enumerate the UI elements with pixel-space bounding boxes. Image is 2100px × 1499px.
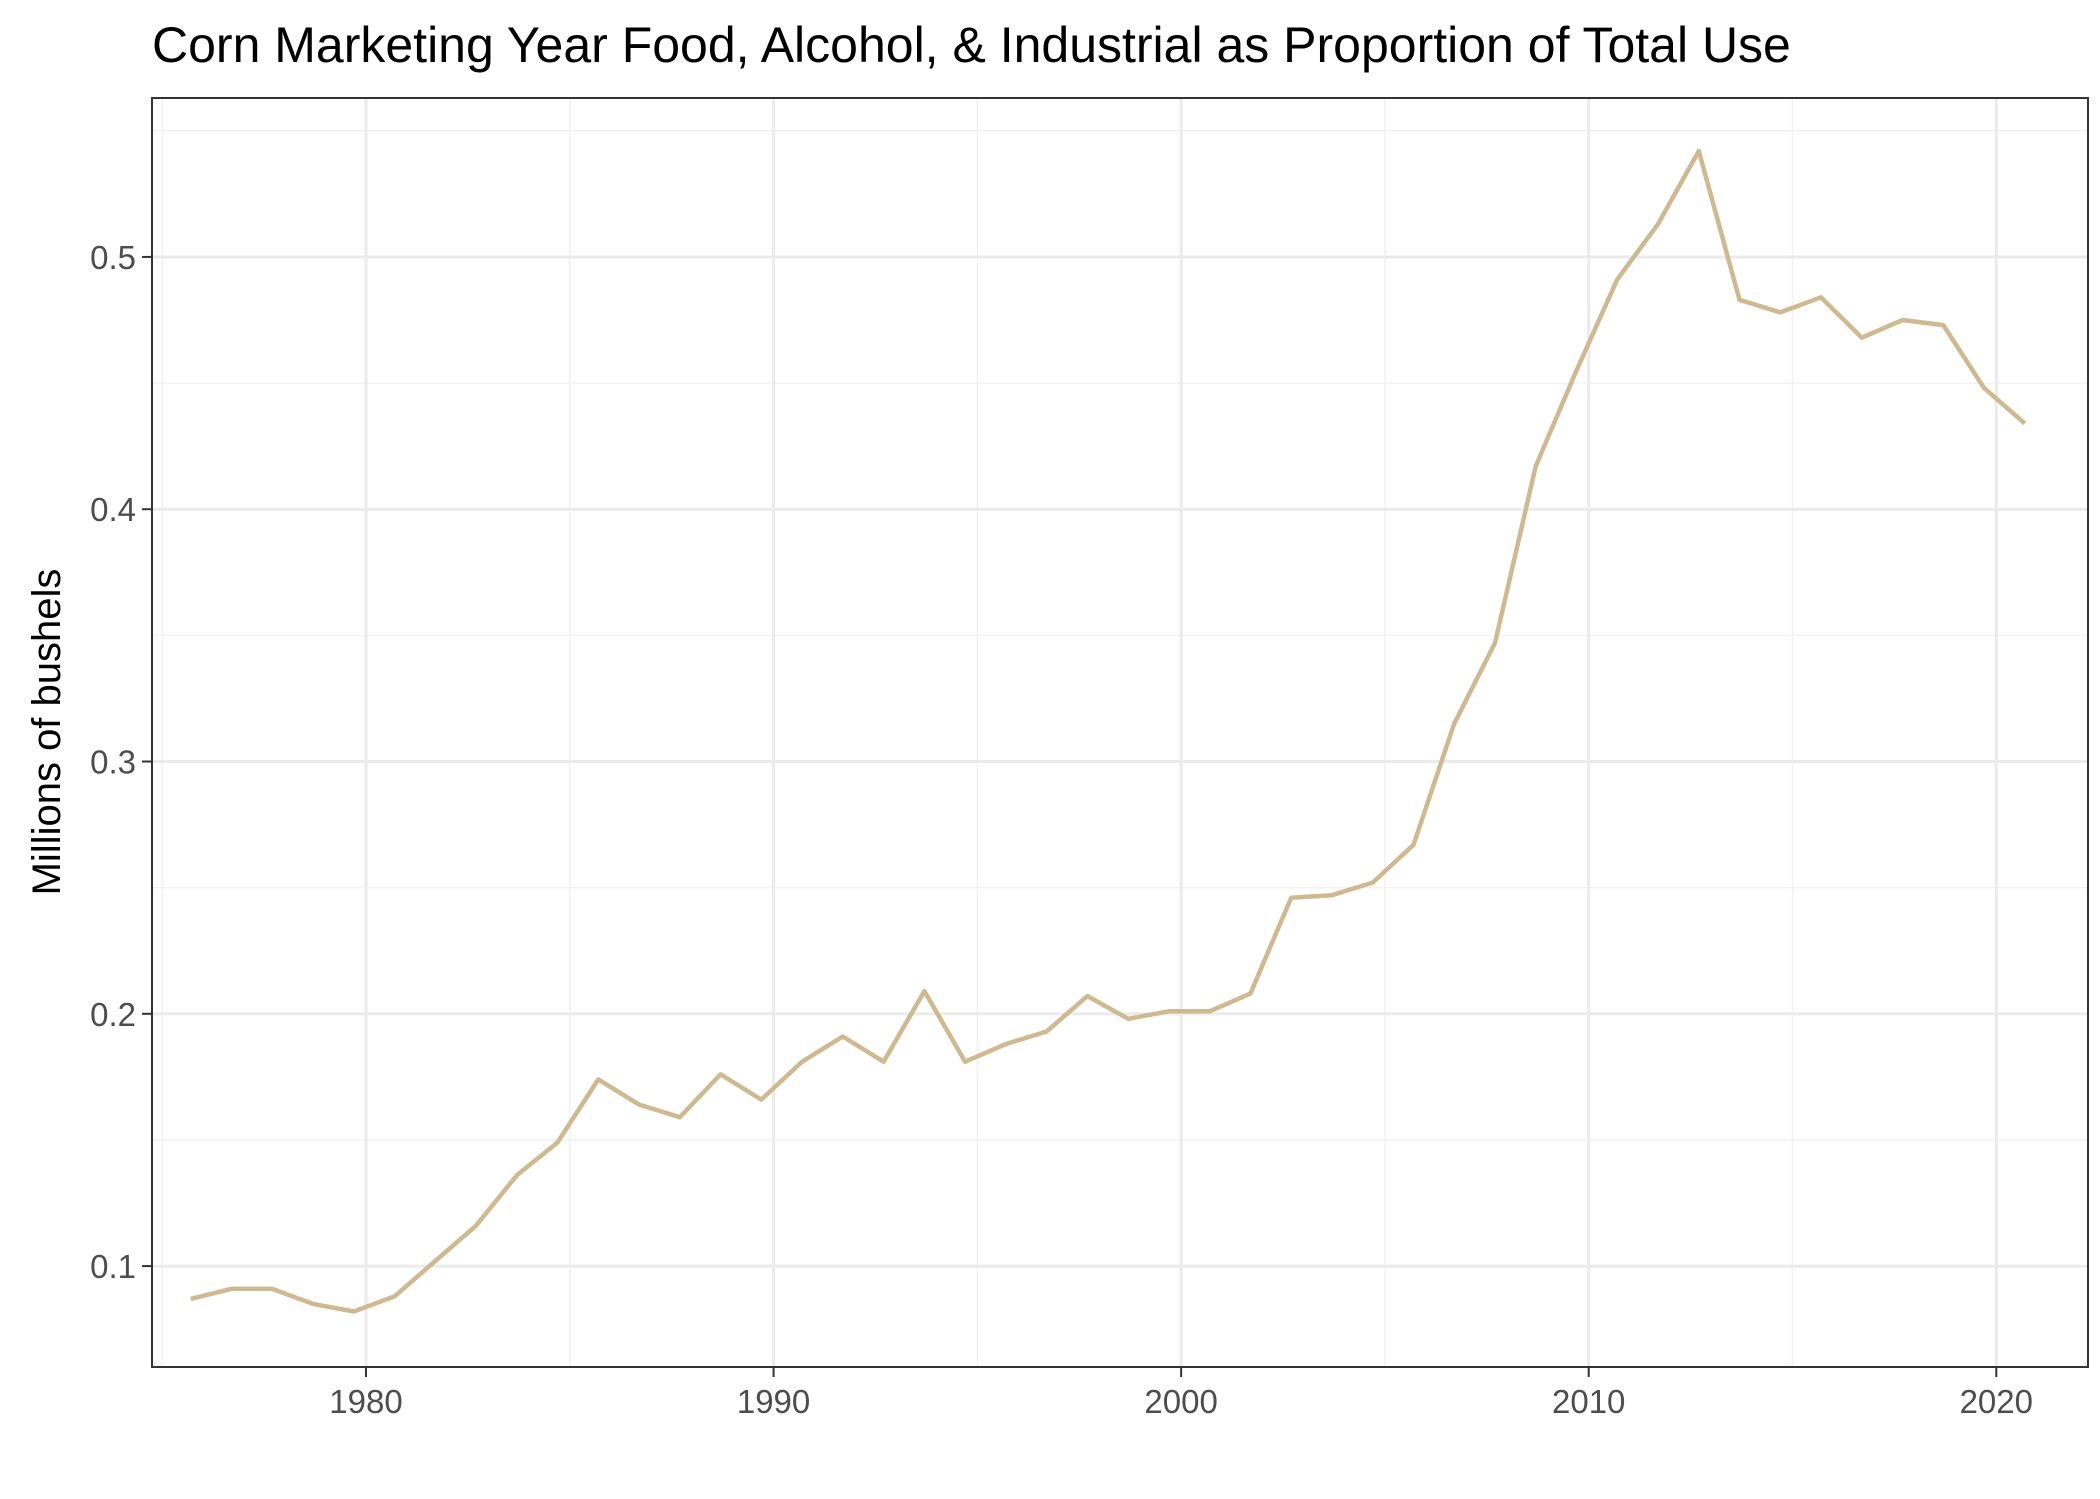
x-axis-tick-labels: 1980 1990 2000 2010 2020: [329, 1383, 2033, 1420]
x-tick-label: 1990: [737, 1383, 810, 1420]
y-tick-label: 0.2: [90, 996, 136, 1033]
plot-panel-border: [151, 97, 2089, 1368]
data-series-line: [190, 148, 2027, 1314]
y-axis-title: Millions of bushels: [25, 569, 69, 896]
y-tick-label: 0.4: [90, 491, 136, 528]
x-tick-label: 2010: [1552, 1383, 1625, 1420]
y-axis-tick-labels: 0.1 0.2 0.3 0.4 0.5: [90, 239, 136, 1285]
y-tick-label: 0.5: [90, 239, 136, 276]
x-tick-label: 1980: [329, 1383, 402, 1420]
y-tick-label: 0.1: [90, 1248, 136, 1285]
grid: [152, 98, 2088, 1367]
x-tick-label: 2000: [1144, 1383, 1217, 1420]
axis-ticks: [142, 255, 1998, 1377]
line-layer: [190, 148, 2027, 1314]
y-tick-label: 0.3: [90, 744, 136, 781]
x-tick-label: 2020: [1960, 1383, 2033, 1420]
chart-title: Corn Marketing Year Food, Alcohol, & Ind…: [152, 17, 1791, 73]
